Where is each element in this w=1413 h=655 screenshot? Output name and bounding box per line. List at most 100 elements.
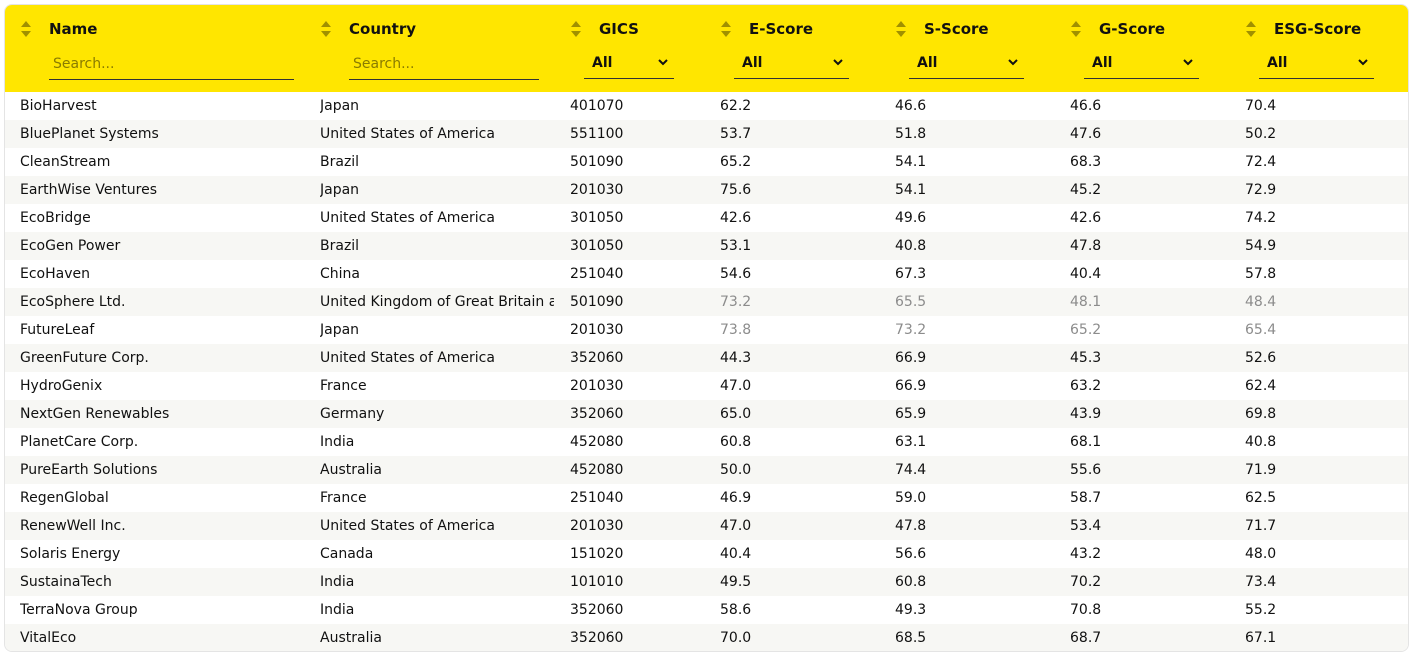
- column-label[interactable]: G-Score: [1099, 20, 1166, 38]
- column-header: GICS All: [555, 5, 705, 92]
- table-cell: United Kingdom of Great Britain and Nort…: [320, 294, 554, 310]
- table-row[interactable]: EarthWise Ventures Japan 201030 75.6 54.1 45.…: [5, 176, 1408, 204]
- table-cell: 73.8: [720, 322, 752, 338]
- sort-button[interactable]: [1246, 21, 1256, 37]
- sort-button[interactable]: [721, 21, 731, 37]
- table-cell: 62.4: [1245, 378, 1277, 394]
- table-cell: 501090: [570, 154, 624, 170]
- table-cell: 201030: [570, 378, 624, 394]
- table-row[interactable]: GreenFuture Corp. United States of Americ…: [5, 344, 1408, 372]
- table-cell: India: [320, 574, 355, 590]
- select-value: All: [1267, 55, 1288, 71]
- sort-icon: [896, 21, 906, 37]
- table-cell: 352060: [570, 406, 624, 422]
- table-cell: Solaris Energy: [20, 546, 121, 562]
- table-cell: 63.2: [1070, 378, 1102, 394]
- column-label[interactable]: E-Score: [749, 20, 814, 38]
- table-cell: PlanetCare Corp.: [20, 434, 139, 450]
- column-label[interactable]: ESG-Score: [1274, 20, 1362, 38]
- table-cell: Japan: [320, 322, 360, 338]
- table-row[interactable]: PureEarth Solutions Australia 452080 50.0 74…: [5, 456, 1408, 484]
- table-cell: 65.2: [720, 154, 752, 170]
- table-row[interactable]: RenewWell Inc. United States of America 20…: [5, 512, 1408, 540]
- table-cell: RegenGlobal: [20, 490, 109, 506]
- table-cell: 56.6: [895, 546, 927, 562]
- chevron: [1358, 59, 1368, 66]
- sort-icon: [1246, 21, 1256, 37]
- table-cell: 452080: [570, 462, 624, 478]
- table-cell: 40.8: [895, 238, 927, 254]
- sort-button[interactable]: [1071, 21, 1081, 37]
- table-cell: United States of America: [320, 350, 495, 366]
- table-cell: 65.5: [895, 294, 927, 310]
- column-label[interactable]: GICS: [599, 20, 639, 38]
- table-cell: 47.6: [1070, 126, 1102, 142]
- search-input[interactable]: Search...: [349, 52, 539, 80]
- table-cell: 44.3: [720, 350, 752, 366]
- table-cell: EcoBridge: [20, 210, 91, 226]
- table-cell: 62.2: [720, 98, 752, 114]
- table-cell: 62.5: [1245, 490, 1277, 506]
- table-cell: 73.2: [895, 322, 927, 338]
- table-cell: EcoGen Power: [20, 238, 121, 254]
- column-label[interactable]: Name: [49, 20, 98, 38]
- table-cell: BioHarvest: [20, 98, 97, 114]
- table-row[interactable]: BioHarvest Japan 401070 62.2 46.6 46.6 70.4: [5, 92, 1408, 120]
- table-cell: EcoHaven: [20, 266, 90, 282]
- table-cell: 68.5: [895, 630, 927, 646]
- column-label[interactable]: S-Score: [924, 20, 989, 38]
- table-cell: 301050: [570, 238, 624, 254]
- select-value: All: [742, 55, 763, 71]
- table-row[interactable]: EcoGen Power Brazil 301050 53.1 40.8 47.8 54.9: [5, 232, 1408, 260]
- table-row[interactable]: SustainaTech India 101010 49.5 60.8 70.2 73.4: [5, 568, 1408, 596]
- table-row[interactable]: TerraNova Group India 352060 58.6 49.3 70.8 55…: [5, 596, 1408, 624]
- table-row[interactable]: FutureLeaf Japan 201030 73.8 73.2 65.2 65.4: [5, 316, 1408, 344]
- column-label[interactable]: Country: [349, 20, 417, 38]
- table-cell: 51.8: [895, 126, 927, 142]
- table-cell: 53.7: [720, 126, 752, 142]
- table-row[interactable]: VitalEco Australia 352060 70.0 68.5 68.7 67.1: [5, 624, 1408, 651]
- table-cell: 68.3: [1070, 154, 1102, 170]
- table-row[interactable]: EcoBridge United States of America 301050 4…: [5, 204, 1408, 232]
- table-cell: 301050: [570, 210, 624, 226]
- table-cell: 67.1: [1245, 630, 1277, 646]
- table-cell: Canada: [320, 546, 374, 562]
- column-header: Country Search...: [305, 5, 555, 92]
- table-cell: 45.2: [1070, 182, 1102, 198]
- table-cell: 54.1: [895, 154, 927, 170]
- table-cell: EcoSphere Ltd.: [20, 294, 126, 310]
- table-row[interactable]: EcoSphere Ltd. United Kingdom of Great Br…: [5, 288, 1408, 316]
- table-row[interactable]: HydroGenix France 201030 47.0 66.9 63.2 62.4: [5, 372, 1408, 400]
- table-header: Name Search... Country Search... GICS All E-Sc…: [5, 5, 1408, 92]
- table-row[interactable]: EcoHaven China 251040 54.6 67.3 40.4 57.8: [5, 260, 1408, 288]
- table-cell: Australia: [320, 630, 382, 646]
- table-cell: 68.1: [1070, 434, 1102, 450]
- column-header: G-Score All: [1055, 5, 1230, 92]
- table-cell: 40.8: [1245, 434, 1277, 450]
- table-row[interactable]: BluePlanet Systems United States of Ameri…: [5, 120, 1408, 148]
- table-row[interactable]: PlanetCare Corp. India 452080 60.8 63.1 68.1 4…: [5, 428, 1408, 456]
- filter-select[interactable]: All: [1259, 51, 1374, 79]
- sort-button[interactable]: [21, 21, 31, 37]
- table-row[interactable]: CleanStream Brazil 501090 65.2 54.1 68.3 72.4: [5, 148, 1408, 176]
- table-cell: China: [320, 266, 360, 282]
- table-row[interactable]: RegenGlobal France 251040 46.9 59.0 58.7 62.5: [5, 484, 1408, 512]
- sort-button[interactable]: [571, 21, 581, 37]
- table-cell: 70.8: [1070, 602, 1102, 618]
- filter-select[interactable]: All: [909, 51, 1024, 79]
- chevron: [658, 59, 668, 66]
- sort-button[interactable]: [896, 21, 906, 37]
- sort-button[interactable]: [321, 21, 331, 37]
- table-cell: 40.4: [1070, 266, 1102, 282]
- table-cell: 50.0: [720, 462, 752, 478]
- table-row[interactable]: NextGen Renewables Germany 352060 65.0 65.9 4…: [5, 400, 1408, 428]
- select-value: All: [1092, 55, 1113, 71]
- filter-select[interactable]: All: [584, 51, 674, 79]
- table-row[interactable]: Solaris Energy Canada 151020 40.4 56.6 43.2 48…: [5, 540, 1408, 568]
- filter-select[interactable]: All: [734, 51, 849, 79]
- search-input[interactable]: Search...: [49, 52, 294, 80]
- filter-select[interactable]: All: [1084, 51, 1199, 79]
- table-cell: 251040: [570, 266, 624, 282]
- table-cell: 71.7: [1245, 518, 1277, 534]
- table-cell: India: [320, 434, 355, 450]
